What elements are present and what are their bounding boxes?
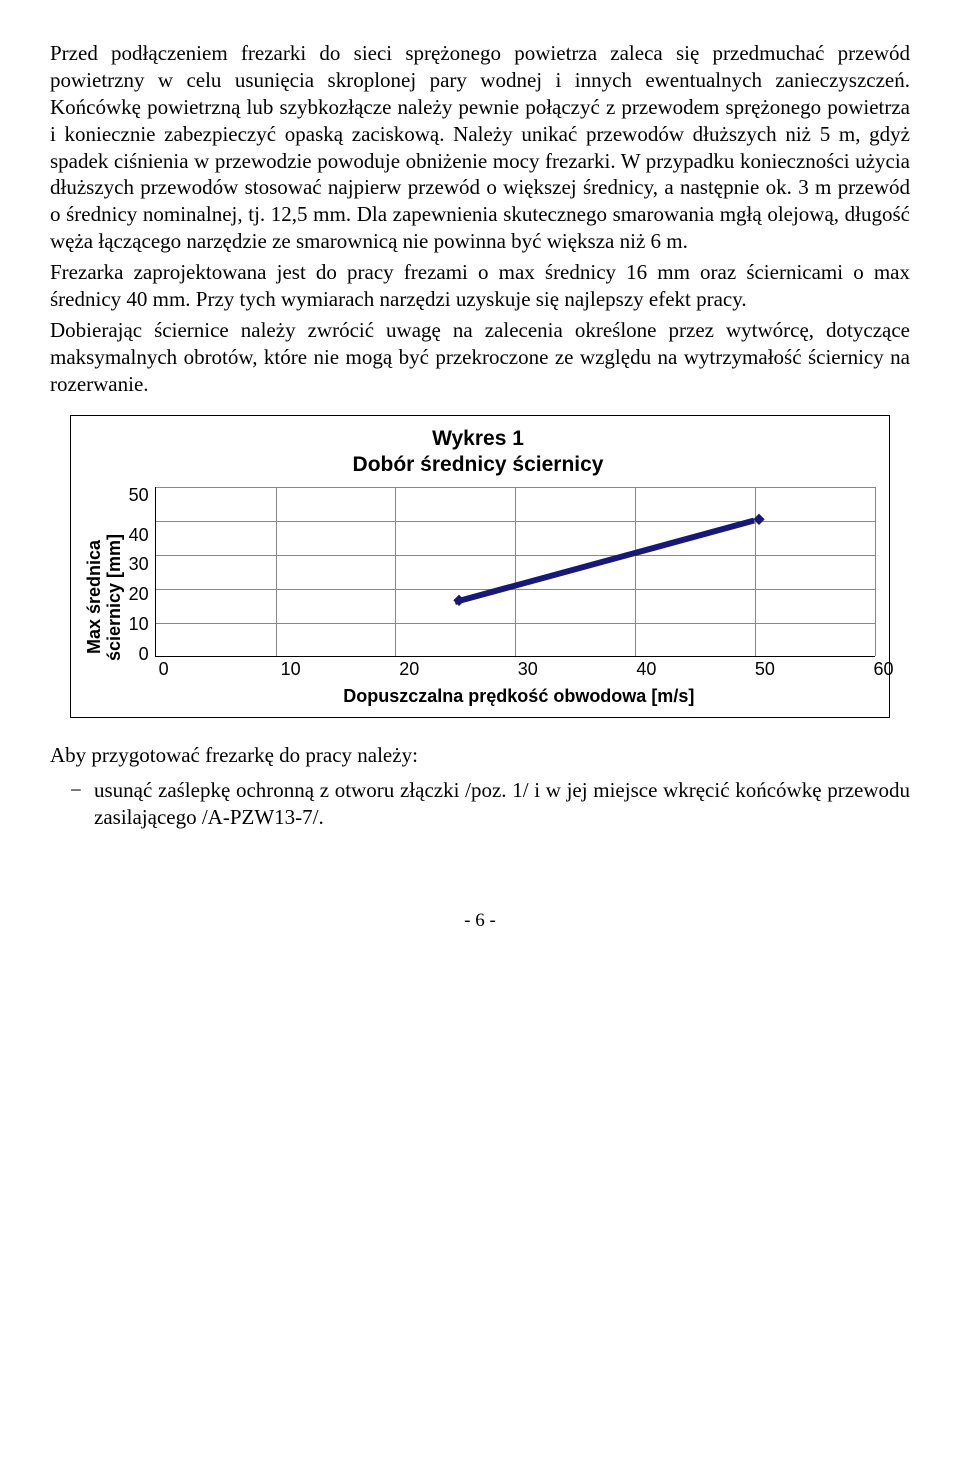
chart-x-axis-label: Dopuszczalna prędkość obwodowa [m/s] (163, 686, 875, 707)
list-item-text: usunąć zaślepkę ochronną z otworu złączk… (94, 777, 910, 831)
paragraph-1: Przed podłączeniem frezarki do sieci spr… (50, 40, 910, 255)
chart-y-axis-label: Max średnicaściernicy [mm] (81, 487, 129, 707)
chart-plot-area (155, 487, 875, 657)
page-number: - 6 - (50, 910, 910, 932)
chart-y-ticks: 50403020100 (129, 487, 155, 657)
paragraph-3: Dobierając ściernice należy zwrócić uwag… (50, 317, 910, 398)
list-intro: Aby przygotować frezarkę do pracy należy… (50, 742, 910, 769)
paragraph-2: Frezarka zaprojektowana jest do pracy fr… (50, 259, 910, 313)
list-item: − usunąć zaślepkę ochronną z otworu złąc… (70, 777, 910, 831)
bullet-dash-icon: − (70, 777, 94, 831)
chart-x-ticks: 0102030405060 (163, 659, 875, 680)
chart-container: Wykres 1 Dobór średnicy ściernicy Max śr… (70, 415, 890, 717)
chart-data-line (454, 518, 755, 605)
chart-title-line1: Wykres 1 (432, 427, 524, 450)
chart-title: Wykres 1 Dobór średnicy ściernicy (81, 426, 875, 476)
chart-title-line2: Dobór średnicy ściernicy (353, 453, 604, 476)
